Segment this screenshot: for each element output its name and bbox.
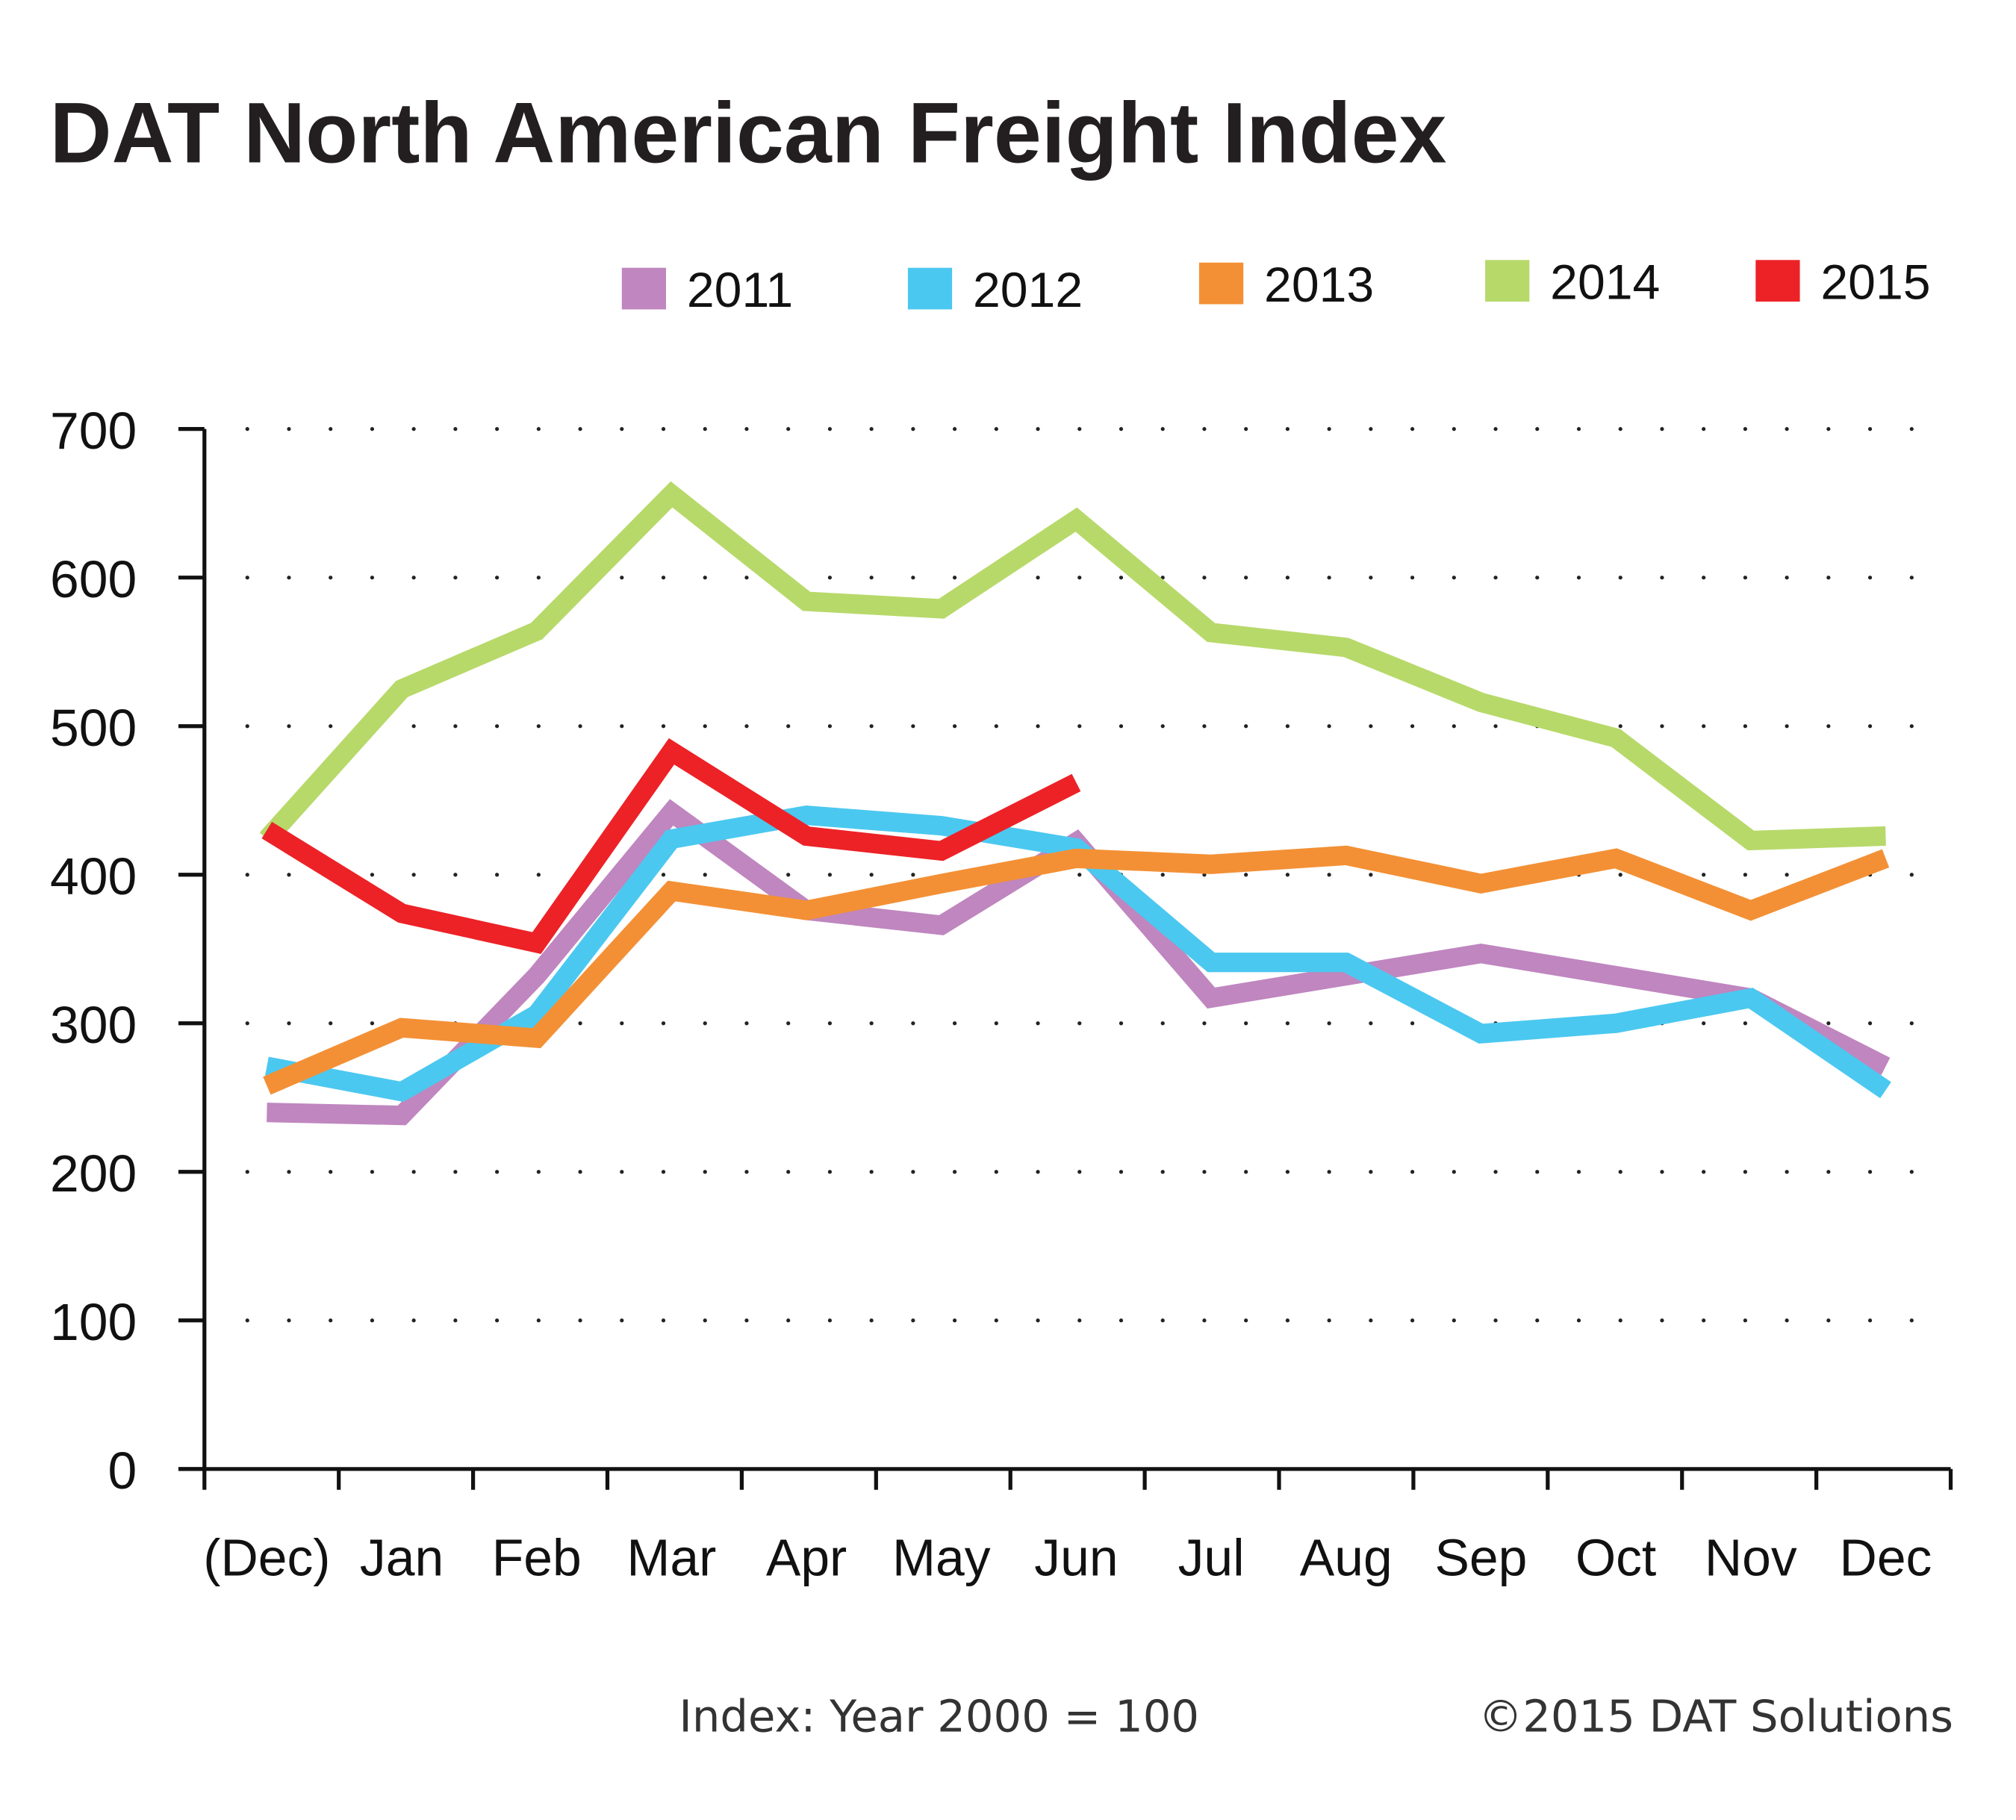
- x-tick-label: May: [892, 1529, 991, 1587]
- x-tick-label: Jan: [360, 1529, 444, 1587]
- chart-title: DAT North American Freight Index: [50, 86, 1447, 181]
- x-tick-label: Sep: [1434, 1529, 1527, 1587]
- x-tick-label: (Dec): [203, 1529, 330, 1587]
- legend-swatch-2011: [621, 267, 667, 310]
- copyright: ©2015 DAT Solutions: [1478, 1691, 1953, 1742]
- y-tick-label: 700: [50, 402, 137, 460]
- y-tick-label: 600: [50, 550, 137, 608]
- legend-swatch-2014: [1485, 260, 1530, 302]
- x-tick-label: Jul: [1178, 1529, 1245, 1587]
- series-line-2014: [259, 481, 1886, 851]
- y-tick-label: 300: [50, 996, 137, 1054]
- series-lines: [259, 481, 1891, 1126]
- x-tick-label: Feb: [492, 1529, 582, 1587]
- x-tick-label: Nov: [1705, 1529, 1797, 1587]
- legend-swatch-2012: [907, 267, 953, 310]
- y-tick-label: 400: [50, 847, 137, 906]
- x-tick-label: Aug: [1300, 1529, 1393, 1587]
- footnote: Index: Year 2000 = 100: [679, 1691, 1199, 1742]
- x-tick-label: Dec: [1840, 1529, 1932, 1587]
- y-tick-label: 0: [108, 1442, 137, 1500]
- legend-swatch-2015: [1755, 260, 1800, 302]
- axes: 0 100 200 300 400 500 600 700 (Dec) Jan Feb Mar Apr M…: [50, 402, 1953, 1587]
- legend-label: 2014: [1550, 255, 1660, 311]
- x-tick-label: Mar: [626, 1529, 716, 1587]
- series-line-2012: [264, 805, 1891, 1103]
- legend: 2011 2012 2013 2014 2015: [621, 255, 1931, 318]
- y-tick-label: 100: [50, 1293, 137, 1351]
- legend-swatch-2013: [1198, 262, 1244, 305]
- legend-label: 2013: [1264, 258, 1374, 313]
- x-tick-label: Oct: [1575, 1529, 1656, 1587]
- y-tick-label: 200: [50, 1144, 137, 1203]
- legend-label: 2011: [687, 263, 793, 318]
- y-tick-label: 500: [50, 699, 137, 757]
- x-tick-label: Jun: [1034, 1529, 1118, 1587]
- x-tick-label: Apr: [766, 1529, 847, 1587]
- legend-label: 2012: [973, 263, 1083, 318]
- series-line-2013: [263, 845, 1890, 1095]
- legend-label: 2015: [1820, 255, 1930, 311]
- series-line-2015: [261, 738, 1081, 954]
